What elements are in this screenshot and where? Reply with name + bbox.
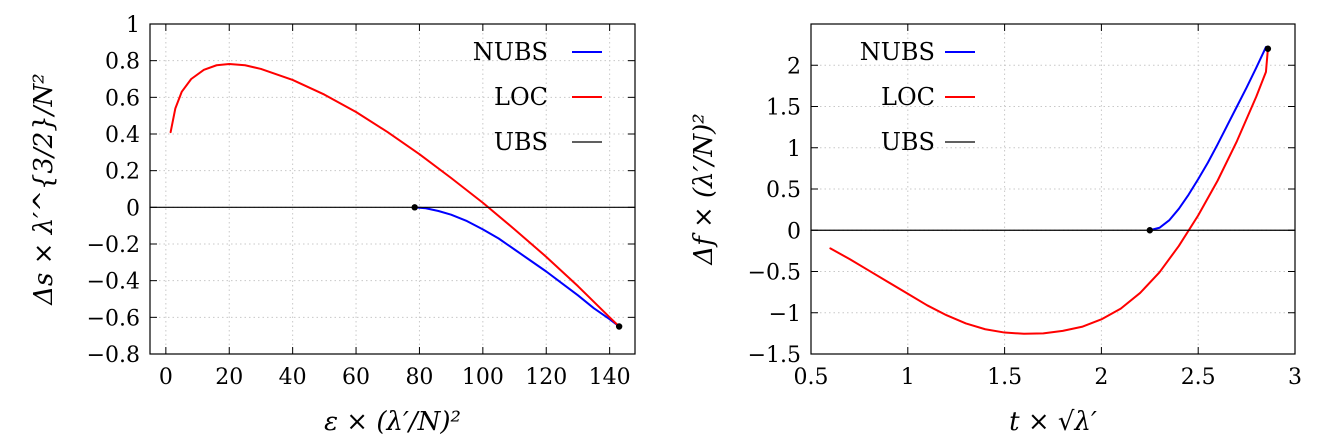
y-tick-label: 0: [126, 196, 140, 221]
y-tick-label: 1: [787, 137, 801, 162]
x-tick-label: 140: [589, 365, 631, 390]
legend-label-nubs: NUBS: [860, 38, 935, 66]
series-line-loc: [169, 62, 621, 328]
y-axis-label: Δf × (λ′/N)²: [689, 113, 719, 265]
data-point-marker: [615, 323, 623, 330]
plot-frame: [149, 23, 636, 355]
x-axis-label: t × √λ′: [1009, 407, 1097, 437]
x-tick-label: 60: [342, 365, 370, 390]
series-line-loc: [829, 47, 1269, 335]
y-tick-label: −0.8: [87, 343, 140, 368]
series-line-nubs: [413, 206, 621, 328]
data-point-marker: [1264, 45, 1272, 52]
x-tick-label: 1.5: [987, 365, 1022, 390]
y-tick-label: −0.6: [87, 306, 140, 331]
x-tick-label: 2: [1094, 365, 1108, 390]
x-tick-label: 3: [1288, 365, 1302, 390]
chart-panel-1: 0 20 40 60 80 100 120 140 −0.8 −0.6 −0.4 −0.2 0 0.2 0.…: [29, 13, 636, 437]
data-point-marker: [411, 204, 418, 211]
x-tick-label: 0: [159, 365, 173, 390]
x-axis-label: ε × (λ′/N)²: [324, 407, 461, 437]
y-tick-label: 1: [126, 13, 140, 38]
x-tick-label: 120: [525, 365, 567, 390]
y-tick-label: −0.2: [87, 233, 140, 258]
x-tick-label: 40: [279, 365, 307, 390]
x-tick-label: 0.5: [794, 365, 829, 390]
data-point-marker: [1146, 227, 1154, 234]
x-tick-label: 2.5: [1181, 365, 1216, 390]
legend-label-nubs: NUBS: [473, 38, 548, 66]
legend-label-ubs: UBS: [494, 128, 548, 156]
series-line-nubs: [1148, 46, 1267, 232]
y-tick-label: 0.2: [105, 160, 140, 185]
legend-label-loc: LOC: [494, 83, 548, 111]
legend-label-loc: LOC: [881, 83, 935, 111]
y-tick-label: 0.4: [105, 123, 140, 148]
y-tick-label: −1: [769, 302, 801, 327]
y-tick-label: 0: [787, 219, 801, 244]
chart-panel-2: 0.5 1 1.5 2 2.5 3 −1.5 −1 −0.5 0 0.5 1 1.5 2 t × √λ′ Δf…: [689, 23, 1302, 437]
y-tick-label: 0.5: [766, 178, 801, 203]
y-tick-label: −1.5: [748, 343, 801, 368]
y-tick-label: 2: [787, 54, 801, 79]
y-tick-label: 1.5: [766, 96, 801, 121]
y-tick-label: 0.8: [105, 50, 140, 75]
y-tick-label: 0.6: [105, 86, 140, 111]
y-tick-label: −0.5: [748, 261, 801, 286]
legend-label-ubs: UBS: [881, 128, 935, 156]
x-tick-label: 80: [405, 365, 433, 390]
y-tick-label: −0.4: [87, 270, 140, 295]
x-tick-label: 100: [462, 365, 504, 390]
x-tick-label: 20: [215, 365, 243, 390]
y-axis-label: Δs × λ′^{3/2}/N²: [29, 73, 59, 305]
x-tick-label: 1: [901, 365, 915, 390]
